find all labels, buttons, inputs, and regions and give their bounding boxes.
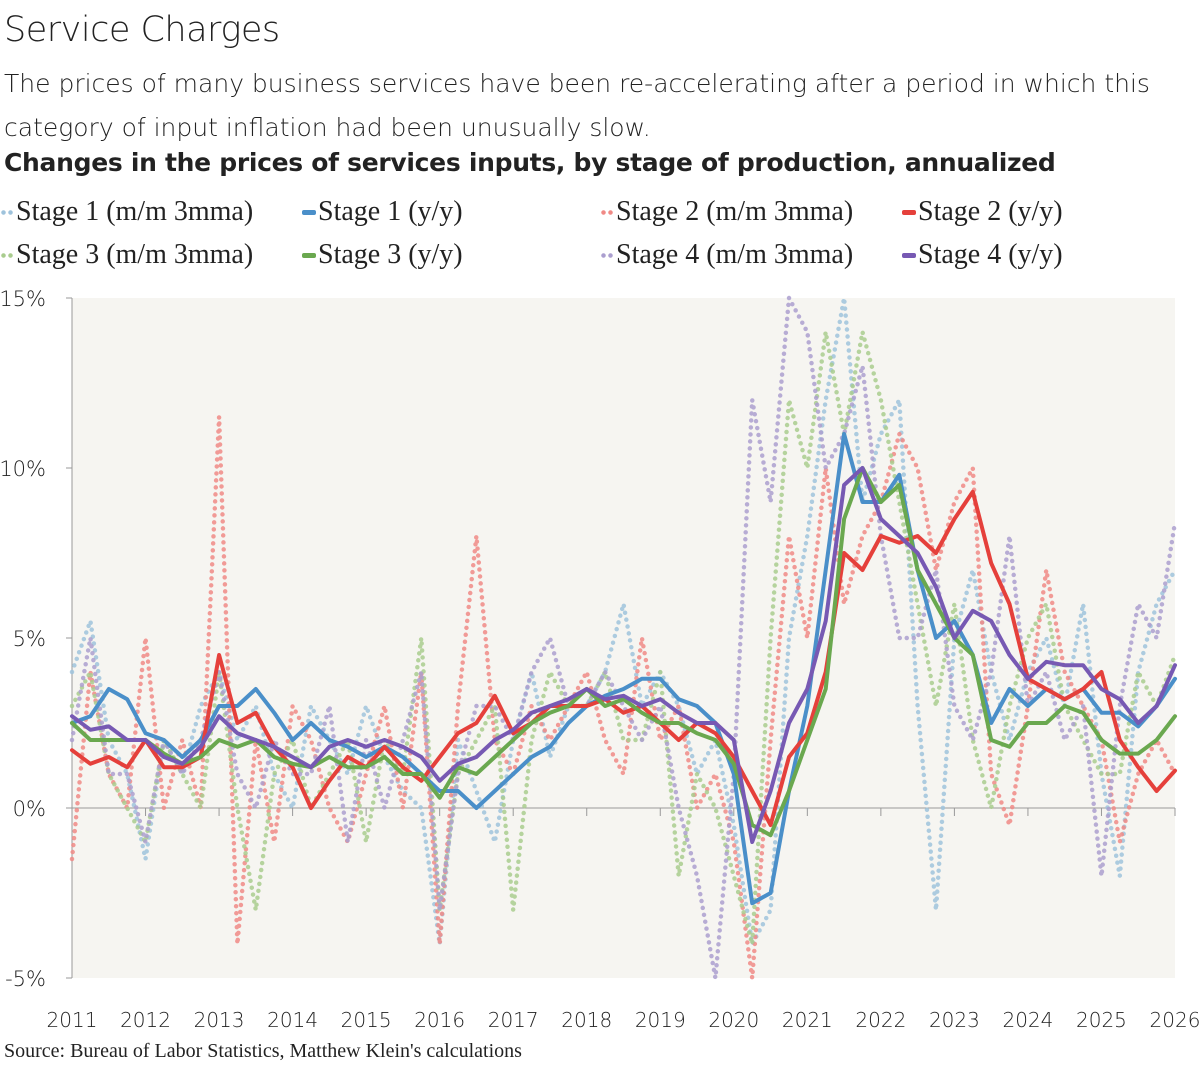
y-tick-label: 0% bbox=[13, 797, 46, 821]
legend-item-stage4-yy: Stage 4 (y/y) bbox=[902, 239, 1063, 271]
legend-item-stage1-mm: Stage 1 (m/m 3mma) bbox=[0, 196, 253, 228]
chart-title: Changes in the prices of services inputs… bbox=[4, 148, 1056, 177]
x-tick-label: 2025 bbox=[1076, 1008, 1127, 1032]
x-tick-label: 2019 bbox=[635, 1008, 686, 1032]
legend-label: Stage 4 (m/m 3mma) bbox=[616, 239, 854, 270]
x-tick-label: 2011 bbox=[47, 1008, 98, 1032]
x-tick-label: 2023 bbox=[929, 1008, 980, 1032]
y-tick-label: 15% bbox=[0, 287, 46, 311]
y-tick-label: -5% bbox=[5, 967, 46, 991]
legend-swatch bbox=[0, 209, 14, 215]
x-tick-label: 2022 bbox=[855, 1008, 906, 1032]
legend-label: Stage 2 (y/y) bbox=[918, 196, 1063, 227]
legend-item-stage1-yy: Stage 1 (y/y) bbox=[302, 196, 463, 228]
plot-background bbox=[72, 298, 1175, 978]
legend-label: Stage 1 (m/m 3mma) bbox=[16, 196, 254, 227]
legend-label: Stage 4 (y/y) bbox=[918, 239, 1063, 270]
x-tick-label: 2014 bbox=[267, 1008, 318, 1032]
subtitle: The prices of many business services hav… bbox=[4, 69, 1150, 142]
legend-item-stage4-mm: Stage 4 (m/m 3mma) bbox=[600, 239, 853, 271]
x-tick-label: 2018 bbox=[561, 1008, 612, 1032]
chart-plot: 15% 10% 5% 0% -5%2011 2012 2013 2014 2015 2016 201… bbox=[0, 287, 1200, 1032]
series-line-stage-1-y-y bbox=[70, 432, 1177, 906]
source-note: Source: Bureau of Labor Statistics, Matt… bbox=[4, 1040, 522, 1062]
legend-item-stage2-yy: Stage 2 (y/y) bbox=[902, 196, 1063, 228]
legend-swatch bbox=[600, 209, 614, 215]
x-tick-label: 2017 bbox=[488, 1008, 539, 1032]
x-tick-label: 2020 bbox=[708, 1008, 759, 1032]
legend-item-stage3-mm: Stage 3 (m/m 3mma) bbox=[0, 239, 253, 271]
legend-item-stage2-mm: Stage 2 (m/m 3mma) bbox=[600, 196, 853, 228]
legend-swatch bbox=[902, 252, 916, 258]
legend-label: Stage 3 (m/m 3mma) bbox=[16, 239, 254, 270]
legend-label: Stage 3 (y/y) bbox=[318, 239, 463, 270]
x-tick-label: 2024 bbox=[1002, 1008, 1053, 1032]
legend-swatch bbox=[302, 209, 316, 215]
series-line-stage-2-y-y bbox=[70, 489, 1177, 827]
page-title: Service Charges bbox=[4, 10, 280, 50]
legend-swatch bbox=[902, 209, 916, 215]
x-tick-label: 2012 bbox=[120, 1008, 171, 1032]
y-tick-label: 5% bbox=[13, 627, 46, 651]
legend-label: Stage 2 (m/m 3mma) bbox=[616, 196, 854, 227]
y-tick-label: 10% bbox=[0, 457, 46, 481]
x-tick-label: 2016 bbox=[414, 1008, 465, 1032]
legend-swatch bbox=[302, 252, 316, 258]
series-line-stage-2-m-m-3mma bbox=[69, 414, 1178, 981]
legend-swatch bbox=[600, 252, 614, 258]
legend-label: Stage 1 (y/y) bbox=[318, 196, 463, 227]
x-tick-label: 2013 bbox=[194, 1008, 245, 1032]
legend-swatch bbox=[0, 252, 14, 258]
x-tick-label: 2021 bbox=[782, 1008, 833, 1032]
x-tick-label: 2015 bbox=[341, 1008, 392, 1032]
series-line-stage-4-m-m-3mma bbox=[69, 295, 1178, 981]
series-line-stage-3-m-m-3mma bbox=[69, 329, 1178, 947]
series-line-stage-4-y-y bbox=[70, 466, 1177, 844]
x-tick-label: 2026 bbox=[1150, 1008, 1200, 1032]
legend-item-stage3-yy: Stage 3 (y/y) bbox=[302, 239, 463, 271]
